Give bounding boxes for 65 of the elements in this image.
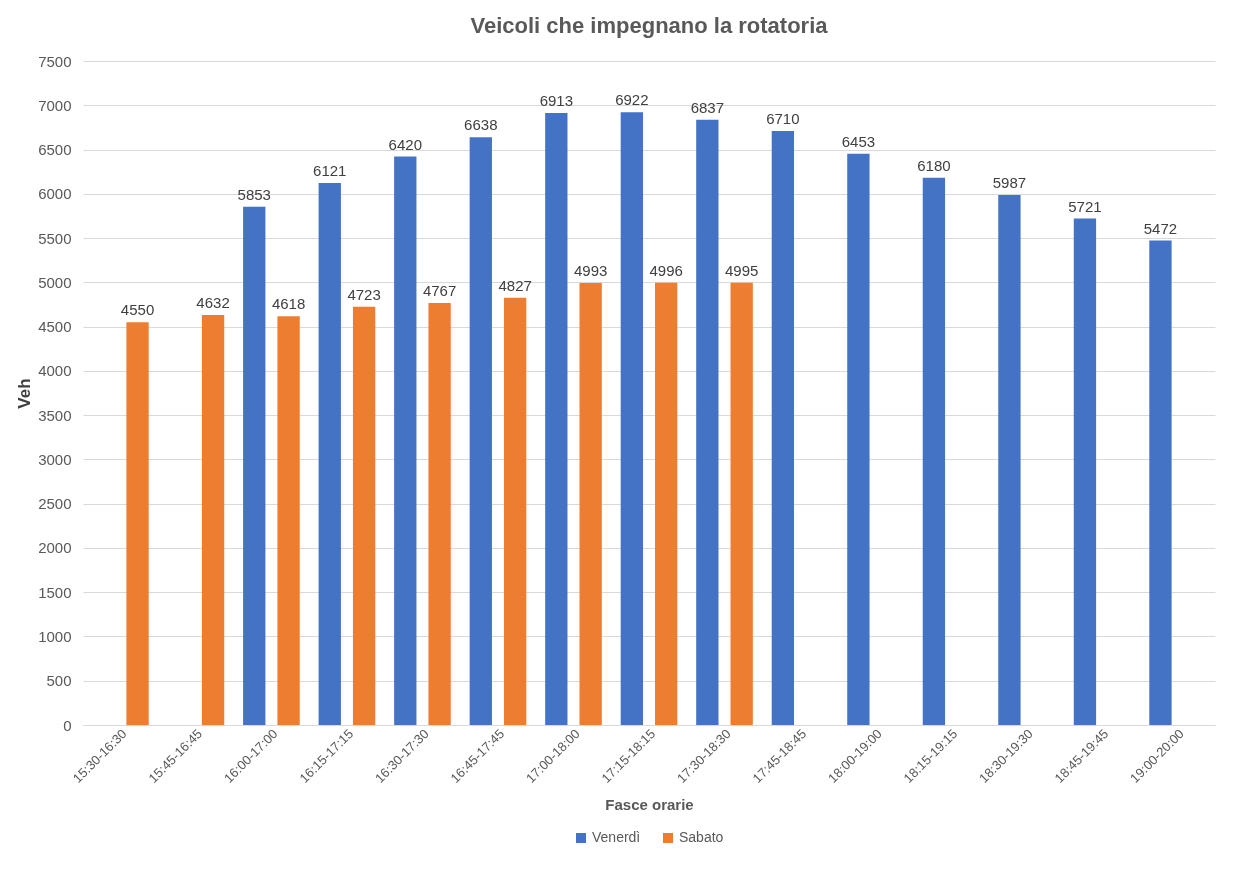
data-label: 5987	[992, 173, 1027, 191]
y-tick-label: 6000	[38, 185, 72, 203]
y-tick-label: 4500	[38, 318, 72, 336]
bar	[1073, 218, 1097, 725]
y-tick-label: 3500	[38, 406, 72, 424]
y-tick-label: 7500	[38, 52, 72, 70]
legend-label: Venerdì	[592, 829, 641, 845]
data-label: 4550	[120, 301, 155, 319]
bar	[847, 153, 870, 725]
data-label: 6453	[841, 132, 876, 150]
bar	[730, 282, 753, 725]
chart-title: Veicoli che impegnano la rotatoria	[470, 13, 829, 38]
data-label: 4993	[573, 261, 608, 279]
data-label: 4827	[498, 276, 532, 294]
data-label: 4996	[649, 261, 683, 279]
x-axis-title: Fasce orarie	[605, 795, 694, 813]
bar	[277, 316, 300, 725]
bar	[201, 314, 225, 725]
bar	[579, 282, 602, 725]
data-label: 4767	[422, 281, 457, 299]
y-tick-label: 0	[63, 716, 72, 734]
data-label: 6121	[313, 162, 347, 180]
bar	[394, 156, 417, 725]
y-tick-label: 6500	[38, 141, 72, 159]
data-label: 4995	[724, 261, 759, 279]
data-label: 5853	[237, 185, 271, 203]
y-tick-label: 5500	[38, 229, 72, 247]
y-axis-title: Veh	[15, 378, 35, 409]
bar	[428, 302, 451, 725]
data-label: 5472	[1143, 219, 1178, 237]
data-label: 5721	[1068, 197, 1102, 215]
y-tick-label: 7000	[38, 96, 72, 114]
y-tick-label: 1500	[38, 583, 72, 601]
data-label: 6638	[464, 116, 498, 134]
bar	[469, 137, 492, 725]
bar	[620, 112, 643, 725]
y-tick-label: 500	[46, 672, 72, 690]
y-tick-label: 2000	[38, 539, 72, 557]
bar	[922, 177, 946, 725]
bar	[243, 206, 266, 725]
y-tick-label: 2500	[38, 495, 72, 513]
bar	[655, 282, 678, 725]
bar	[771, 130, 795, 725]
data-label: 4723	[347, 285, 381, 303]
bar	[503, 297, 527, 725]
y-tick-label: 4000	[38, 362, 72, 380]
bar	[696, 119, 719, 725]
data-label: 4632	[196, 293, 230, 311]
y-tick-label: 3000	[38, 450, 72, 468]
bar	[318, 183, 341, 725]
legend-label: Sabato	[679, 829, 724, 845]
y-tick-label: 5000	[38, 273, 72, 291]
bar	[998, 194, 1021, 725]
data-label: 6710	[766, 109, 800, 127]
y-tick-label: 1000	[38, 627, 72, 645]
data-label: 6913	[539, 91, 574, 109]
data-label: 4618	[271, 295, 306, 313]
bar	[545, 112, 568, 725]
data-label: 6180	[917, 156, 951, 174]
bar	[1149, 240, 1172, 725]
data-label: 6837	[690, 98, 725, 116]
bar	[126, 322, 149, 725]
data-label: 6420	[388, 135, 422, 153]
data-label: 6922	[615, 91, 649, 109]
bar	[352, 306, 376, 725]
